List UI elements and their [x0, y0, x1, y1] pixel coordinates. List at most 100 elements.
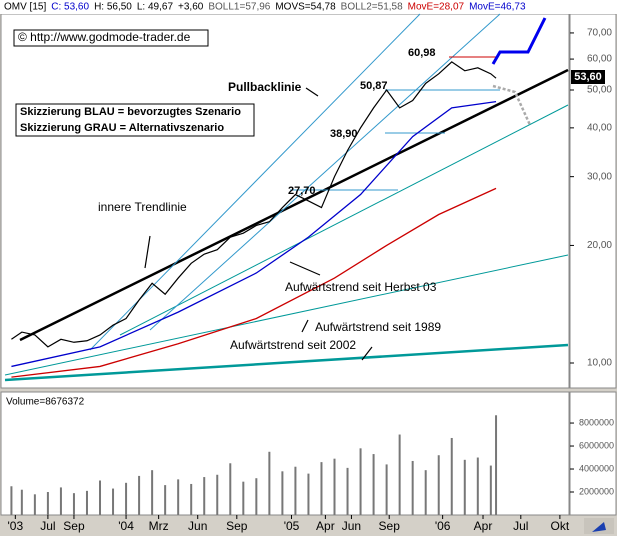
header-item: +3,60 [178, 2, 204, 13]
x-tick-label: Sep [226, 519, 248, 533]
header-item: H: 56,50 [94, 2, 132, 13]
volume-bar [359, 448, 362, 515]
corner-icon-arrow [592, 522, 606, 532]
header-item: MovE=28,07 [408, 2, 465, 13]
x-tick-label: Apr [316, 519, 335, 533]
header-item: OMV [15] [4, 2, 46, 13]
volume-bar [424, 470, 427, 515]
y-tick-label: 8000000 [579, 417, 614, 427]
arrows [144, 87, 373, 361]
header-item: L: 49,67 [137, 2, 174, 13]
volume-bar [495, 415, 498, 515]
x-tick-label: Mrz [149, 519, 169, 533]
volume-bar [138, 475, 141, 515]
trend-2002 [4, 343, 569, 382]
annotation: Aufwärtstrend seit 1989 [315, 320, 441, 334]
volume-bar [333, 458, 336, 515]
header-item: MovE=46,73 [469, 2, 526, 13]
copyright-box [13, 29, 209, 47]
y-tick-label: 20,00 [587, 240, 612, 251]
volume-bar [489, 465, 492, 515]
y-tick-label: 60,00 [587, 54, 612, 65]
volume-bar [33, 494, 36, 515]
y-tick-label: 10,00 [587, 358, 612, 369]
moving-average [11, 187, 497, 378]
volume-bar [450, 437, 453, 515]
volume-bar [411, 460, 414, 515]
volume-bar [463, 459, 466, 515]
x-tick-label: '05 [284, 519, 300, 533]
y-tick-label: 30,00 [587, 171, 612, 182]
annotation: Skizzierung GRAU = Alternativszenario [20, 122, 224, 134]
volume-bar [385, 464, 388, 515]
y-tick-label: 70,00 [587, 28, 612, 39]
volume-bar [20, 489, 23, 515]
header-item: BOLL2=51,58 [341, 2, 403, 13]
volume-bar [437, 455, 440, 515]
annotation: © http://www.godmode-trader.de [18, 30, 191, 44]
volume-bar [125, 482, 128, 515]
volume-axis-panel [569, 391, 617, 516]
x-tick-label: Jul [40, 519, 55, 533]
volume-bar [151, 470, 154, 515]
annotation: innere Trendlinie [98, 200, 187, 214]
volume-bar [476, 457, 479, 515]
annotation: 50,87 [360, 80, 388, 92]
annotation: Pullbacklinie [228, 80, 302, 94]
header-item: MOVS=54,78 [275, 2, 336, 13]
channel-line [89, 13, 421, 351]
volume-bar [72, 493, 75, 515]
volume-bar [164, 485, 167, 515]
x-tick-label: '04 [118, 519, 134, 533]
volume-bar [242, 481, 245, 515]
gray-scenario [492, 84, 532, 126]
price-panel [0, 13, 570, 389]
header-item: C: 53,60 [51, 2, 89, 13]
y-tick-label: 4000000 [579, 463, 614, 473]
x-tick-label: Jun [342, 519, 361, 533]
trend-1989 [4, 254, 569, 376]
moving-average [11, 100, 497, 368]
y-tick-label: 40,00 [587, 122, 612, 133]
inner-trendline [19, 68, 569, 342]
x-tick-label: Sep [379, 519, 401, 533]
volume-bar [203, 477, 206, 515]
volume-bar [372, 454, 375, 515]
header-item: BOLL1=57,96 [208, 2, 270, 13]
annotation: 60,98 [408, 47, 436, 59]
volume-bar [255, 478, 258, 515]
volume-title: Volume=8676372 [6, 397, 85, 408]
volume-bar [46, 492, 49, 515]
annotation: 38,90 [330, 128, 358, 140]
trend-autumn-03 [119, 104, 569, 336]
volume-bar [59, 487, 62, 515]
volume-panel [0, 391, 570, 516]
x-tick-label: Okt [551, 519, 570, 533]
volume-bar [320, 462, 323, 515]
channel-line [149, 13, 501, 331]
annotation: 27,70 [288, 185, 316, 197]
last-price-box [571, 70, 605, 84]
volume-bar [99, 480, 102, 515]
x-tick-label: '03 [8, 519, 24, 533]
volume-bar [229, 463, 232, 515]
volume-bar [190, 483, 193, 515]
volume-bar [85, 490, 88, 515]
x-tick-label: Jul [513, 519, 528, 533]
volume-bar [112, 488, 115, 515]
corner-icon [584, 518, 614, 534]
volume-bar [177, 479, 180, 515]
last-price: 53,60 [574, 71, 602, 83]
volume-bar [281, 471, 284, 515]
annotation: Aufwärtstrend seit 2002 [230, 338, 356, 352]
annotation: Aufwärtstrend seit Herbst 03 [285, 280, 437, 294]
x-tick-label: '06 [435, 519, 451, 533]
volume-bar [307, 473, 310, 515]
y-tick-label: 50,00 [587, 85, 612, 96]
legend-box [15, 103, 255, 137]
x-tick-label: Apr [474, 519, 493, 533]
volume-bar [346, 467, 349, 515]
volume-bar [398, 434, 401, 515]
annotation: Skizzierung BLAU = bevorzugtes Szenario [20, 106, 241, 118]
